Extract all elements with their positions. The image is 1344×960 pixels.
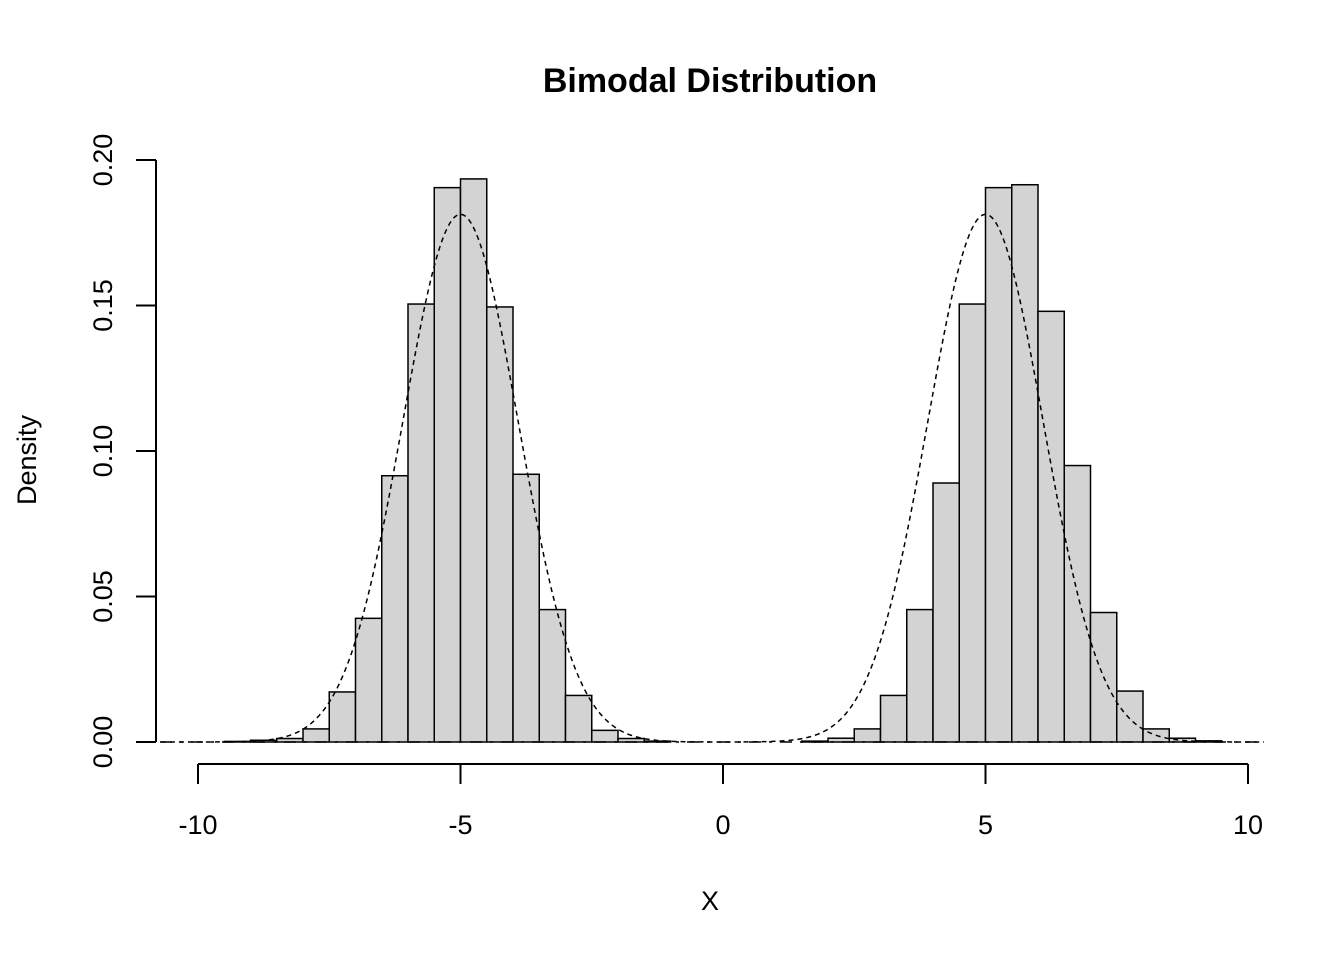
density-curve — [160, 213, 1264, 743]
histogram-bar — [1037, 310, 1065, 743]
y-tick-label: 0.15 — [88, 279, 118, 332]
histogram-bar — [538, 608, 567, 743]
histogram-bar — [564, 694, 593, 743]
histogram-bar — [984, 186, 1013, 743]
histogram-bar — [879, 694, 908, 743]
y-tick-label: 0.00 — [88, 716, 118, 769]
histogram-bar — [906, 608, 934, 743]
x-tick-label: -5 — [448, 810, 472, 840]
histogram-bar — [591, 729, 619, 743]
histogram-bar — [1063, 464, 1092, 743]
histogram-bar — [328, 691, 357, 743]
y-tick-label: 0.10 — [88, 425, 118, 478]
histogram-bar — [459, 178, 488, 743]
x-tick-label: -10 — [178, 810, 217, 840]
x-axis-label: X — [701, 886, 719, 916]
histogram-bar — [354, 617, 383, 743]
histogram-bar — [958, 303, 987, 743]
histogram-bar — [853, 728, 882, 743]
y-tick-label: 0.20 — [88, 134, 118, 187]
x-tick-label: 0 — [715, 810, 730, 840]
histogram-bars — [223, 178, 1223, 743]
histogram-bar — [1011, 183, 1039, 743]
histogram-bar — [486, 306, 514, 743]
x-tick-label: 10 — [1233, 810, 1263, 840]
chart-title: Bimodal Distribution — [543, 62, 877, 100]
histogram-bar — [512, 473, 540, 743]
x-tick-label: 5 — [978, 810, 993, 840]
histogram-bar — [932, 482, 960, 743]
y-tick-label: 0.05 — [88, 570, 118, 623]
histogram-bar — [381, 474, 409, 743]
y-axis-label: Density — [12, 414, 42, 505]
histogram-bar — [433, 186, 462, 743]
histogram-bar — [302, 728, 330, 743]
plot-area — [160, 178, 1264, 743]
y-axis: 0.00 0.05 0.10 0.15 0.20 — [88, 134, 157, 769]
histogram-bar — [1116, 690, 1144, 743]
x-axis: -10 -5 0 5 10 — [178, 763, 1263, 840]
